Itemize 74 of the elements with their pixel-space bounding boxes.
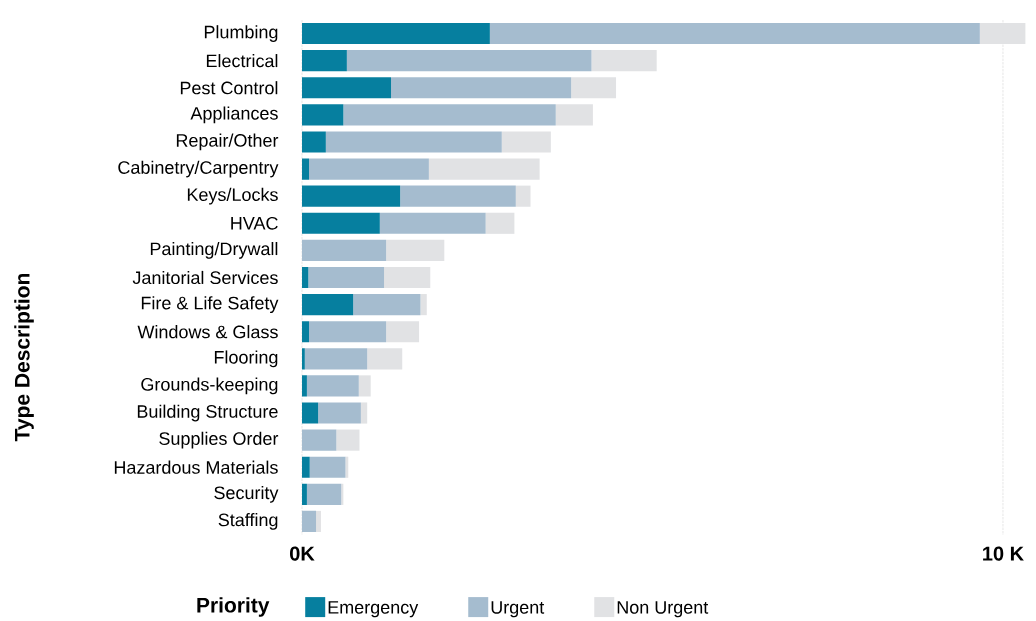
y-tick-label: Security bbox=[214, 485, 279, 503]
bar bbox=[302, 402, 319, 424]
bar bbox=[309, 321, 387, 343]
bar bbox=[979, 22, 1026, 45]
y-tick-label: Fire & Life Safety bbox=[141, 296, 279, 313]
y-tick-label: Windows & Glass bbox=[137, 325, 278, 339]
bar bbox=[400, 185, 516, 207]
bar bbox=[379, 212, 486, 234]
bar bbox=[306, 375, 359, 397]
bar bbox=[302, 50, 347, 72]
bar bbox=[309, 158, 429, 180]
bar bbox=[304, 348, 368, 370]
y-tick-label: Appliances bbox=[190, 106, 278, 124]
bar bbox=[346, 50, 592, 72]
bar bbox=[302, 185, 401, 207]
y-tick-label: Janitorial Services bbox=[132, 270, 278, 285]
bar bbox=[386, 321, 420, 343]
bar bbox=[555, 104, 593, 126]
y-tick-label: Supplies Order bbox=[159, 431, 279, 449]
bar bbox=[353, 294, 421, 316]
bar bbox=[428, 158, 540, 180]
bar bbox=[358, 375, 371, 397]
y-tick-label: Repair/Other bbox=[176, 133, 279, 151]
y-tick-label: Flooring bbox=[214, 350, 278, 368]
legend-title: Priority bbox=[197, 597, 270, 617]
bar bbox=[302, 294, 354, 316]
bar bbox=[367, 348, 403, 370]
bar bbox=[591, 50, 657, 72]
bar bbox=[360, 402, 368, 424]
y-tick-label: Painting/Drywall bbox=[150, 242, 278, 259]
y-tick-label: Staffing bbox=[218, 513, 278, 530]
bar bbox=[308, 266, 385, 289]
y-tick-label: Cabinetry/Carpentry bbox=[118, 160, 279, 178]
bar bbox=[384, 266, 431, 289]
x-tick-label: 10 K bbox=[983, 546, 1024, 561]
bar bbox=[420, 294, 427, 316]
bar bbox=[302, 510, 317, 533]
bar bbox=[302, 104, 344, 126]
bar bbox=[302, 239, 387, 261]
y-tick-label: Hazardous Materials bbox=[114, 460, 278, 474]
bar bbox=[302, 77, 392, 99]
bar bbox=[336, 429, 360, 451]
bar bbox=[302, 131, 326, 153]
legend-label: Emergency bbox=[328, 601, 419, 618]
bar bbox=[341, 483, 344, 505]
bar bbox=[485, 212, 515, 234]
legend-label: Non Urgent bbox=[617, 601, 709, 618]
bar bbox=[316, 510, 321, 533]
bar bbox=[302, 456, 310, 478]
bar bbox=[306, 483, 342, 505]
y-tick-label: Pest Control bbox=[180, 81, 278, 95]
y-tick-label: HVAC bbox=[231, 216, 278, 230]
y-tick-label: Electrical bbox=[206, 54, 278, 68]
bar bbox=[302, 212, 380, 234]
bar bbox=[515, 185, 531, 207]
y-tick-label: Building Structure bbox=[137, 404, 278, 422]
y-tick-label: Keys/Locks bbox=[187, 187, 278, 205]
bar bbox=[343, 104, 556, 126]
y-axis-title: Type Description bbox=[14, 273, 34, 442]
bar bbox=[489, 22, 980, 45]
bar bbox=[309, 456, 346, 478]
bar bbox=[345, 456, 349, 478]
bar bbox=[391, 77, 572, 99]
y-tick-label: Plumbing bbox=[204, 25, 278, 42]
legend-label: Urgent bbox=[491, 601, 545, 618]
bar bbox=[302, 22, 490, 45]
bar bbox=[571, 77, 617, 99]
bar bbox=[318, 402, 361, 424]
bar bbox=[501, 131, 551, 153]
y-tick-label: Grounds-keeping bbox=[141, 377, 278, 395]
bar bbox=[386, 239, 445, 261]
bar bbox=[325, 131, 502, 153]
x-tick-label: 0K bbox=[290, 546, 315, 561]
bar bbox=[302, 429, 337, 451]
